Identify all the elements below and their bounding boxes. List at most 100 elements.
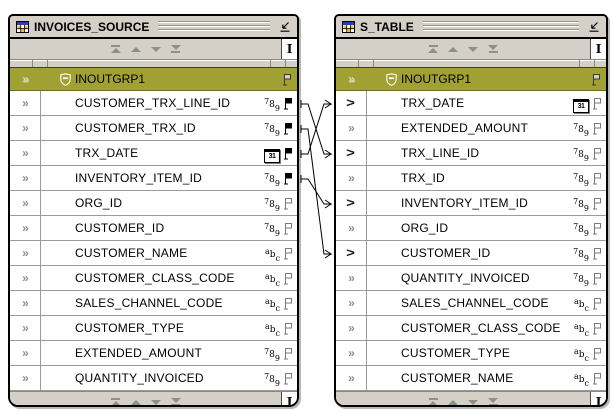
i-beam-cursor-icon: I (286, 42, 293, 56)
move-to-top-button[interactable] (110, 45, 121, 53)
collapse-window-button[interactable] (279, 21, 291, 33)
move-up-button[interactable] (130, 399, 141, 405)
field-row-inventory_item_id[interactable]: > INVENTORY_ITEM_ID 789 (336, 191, 606, 216)
window-titlebar[interactable]: INVOICES_SOURCE (10, 16, 297, 39)
field-row-trx_line_id[interactable]: > TRX_LINE_ID 789 (336, 141, 606, 166)
expand-field-chevron-icon[interactable]: » (336, 216, 367, 240)
expand-field-chevron-icon[interactable]: » (10, 341, 41, 365)
group-row-inoutgrp1[interactable]: » INOUTGRP1 (336, 68, 606, 91)
expand-group-chevron-icon[interactable]: » (348, 72, 355, 86)
expand-field-chevron-icon[interactable]: » (10, 116, 41, 140)
expand-field-chevron-icon[interactable]: » (10, 91, 41, 115)
move-to-top-button[interactable] (110, 398, 121, 405)
reorder-toolbar-top: I (10, 39, 297, 60)
row-height-handle[interactable]: I (281, 39, 297, 59)
unconnected-flag-icon (592, 172, 602, 185)
collapse-window-button[interactable] (588, 21, 600, 33)
mapping-connector-customer_trx_id-to-customer_id[interactable] (300, 125, 333, 259)
move-to-bottom-button[interactable] (170, 398, 181, 405)
expand-field-chevron-icon[interactable]: » (10, 216, 41, 240)
expand-field-chevron-icon[interactable]: > (336, 141, 367, 165)
field-row-trx_date[interactable]: > TRX_DATE 31 (336, 91, 606, 116)
field-row-customer_class_code[interactable]: » CUSTOMER_CLASS_CODE abc (10, 266, 297, 291)
field-row-customer_type[interactable]: » CUSTOMER_TYPE abc (336, 341, 606, 366)
text-type-icon: abc (573, 297, 589, 313)
field-row-quantity_invoiced[interactable]: » QUANTITY_INVOICED 789 (10, 366, 297, 391)
expand-field-chevron-icon[interactable]: » (10, 291, 41, 315)
column-header-strip (336, 60, 606, 68)
field-row-quantity_invoiced[interactable]: » QUANTITY_INVOICED 789 (336, 266, 606, 291)
field-row-inventory_item_id[interactable]: » INVENTORY_ITEM_ID 789 (10, 166, 297, 191)
expand-field-chevron-icon[interactable]: » (336, 341, 367, 365)
field-name: CUSTOMER_ID (401, 246, 491, 260)
expand-field-chevron-icon[interactable]: » (336, 166, 367, 190)
field-row-customer_name[interactable]: » CUSTOMER_NAME abc (336, 366, 606, 391)
move-up-button[interactable] (130, 46, 141, 52)
move-to-bottom-button[interactable] (488, 398, 498, 405)
expand-field-chevron-icon[interactable]: » (336, 116, 367, 140)
expand-field-chevron-icon[interactable]: » (336, 291, 367, 315)
mapping-connector-inventory_item_id-to-inventory_item_id[interactable] (300, 175, 333, 209)
move-down-button[interactable] (150, 46, 161, 52)
row-height-handle[interactable]: I (590, 39, 606, 59)
expand-field-chevron-icon[interactable]: » (336, 366, 367, 390)
move-down-button[interactable] (468, 399, 478, 405)
move-up-button[interactable] (448, 399, 458, 405)
move-to-top-button[interactable] (428, 45, 438, 53)
expand-field-chevron-icon[interactable]: » (10, 191, 41, 215)
table-operator-icon (342, 20, 355, 33)
expand-field-chevron-icon[interactable]: > (336, 241, 367, 265)
field-row-extended_amount[interactable]: » EXTENDED_AMOUNT 789 (336, 116, 606, 141)
field-name: TRX_DATE (75, 146, 139, 160)
expand-field-chevron-icon[interactable]: » (10, 141, 41, 165)
field-row-customer_trx_id[interactable]: » CUSTOMER_TRX_ID 789 (10, 116, 297, 141)
field-row-trx_date[interactable]: » TRX_DATE 31 (10, 141, 297, 166)
mapping-connector-trx_date-to-trx_date[interactable] (300, 99, 333, 158)
field-row-org_id[interactable]: » ORG_ID 789 (336, 216, 606, 241)
move-to-bottom-button[interactable] (170, 45, 181, 53)
expand-group-chevron-icon[interactable]: » (22, 72, 29, 86)
number-type-icon: 789 (573, 147, 589, 163)
field-row-sales_channel_code[interactable]: » SALES_CHANNEL_CODE abc (10, 291, 297, 316)
expand-field-chevron-icon[interactable]: » (10, 316, 41, 340)
move-to-top-button[interactable] (428, 398, 438, 405)
field-row-customer_id[interactable]: > CUSTOMER_ID 789 (336, 241, 606, 266)
text-type-icon: abc (573, 322, 589, 338)
unconnected-flag-icon (283, 197, 293, 210)
field-name: CUSTOMER_TYPE (401, 346, 511, 360)
field-row-sales_channel_code[interactable]: » SALES_CHANNEL_CODE abc (336, 291, 606, 316)
field-row-customer_name[interactable]: » CUSTOMER_NAME abc (10, 241, 297, 266)
window-titlebar[interactable]: S_TABLE (336, 16, 606, 39)
move-up-button[interactable] (448, 46, 458, 52)
field-row-customer_trx_line_id[interactable]: » CUSTOMER_TRX_LINE_ID 789 (10, 91, 297, 116)
i-beam-cursor-icon: I (286, 395, 293, 407)
move-to-bottom-button[interactable] (488, 45, 498, 53)
expand-field-chevron-icon[interactable]: » (10, 166, 41, 190)
expand-field-chevron-icon[interactable]: > (336, 191, 367, 215)
move-down-button[interactable] (468, 46, 478, 52)
expand-field-chevron-icon[interactable]: > (336, 91, 367, 115)
expand-field-chevron-icon[interactable]: » (10, 266, 41, 290)
group-row-inoutgrp1[interactable]: » INOUTGRP1 (10, 68, 297, 91)
expand-field-chevron-icon[interactable]: » (10, 241, 41, 265)
row-height-handle[interactable]: I (590, 392, 606, 405)
row-height-handle[interactable]: I (281, 392, 297, 407)
move-down-button[interactable] (150, 399, 161, 405)
expand-field-chevron-icon[interactable]: » (336, 266, 367, 290)
expand-field-chevron-icon[interactable]: » (336, 316, 367, 340)
mapping-connector-customer_trx_line_id-to-trx_line_id[interactable] (300, 100, 333, 159)
connected-flag-icon (283, 147, 293, 160)
group-name: INOUTGRP1 (75, 72, 146, 86)
field-row-customer_class_code[interactable]: » CUSTOMER_CLASS_CODE abc (336, 316, 606, 341)
operator-window-s-table[interactable]: S_TABLE I » INOUTGRP1 (334, 14, 608, 407)
operator-window-invoices-source[interactable]: INVOICES_SOURCE I » INOUTGRP1 (8, 14, 299, 407)
field-name: QUANTITY_INVOICED (401, 271, 530, 285)
expand-field-chevron-icon[interactable]: » (10, 366, 41, 390)
group-flag-icon (591, 73, 601, 86)
field-row-extended_amount[interactable]: » EXTENDED_AMOUNT 789 (10, 341, 297, 366)
field-row-trx_id[interactable]: » TRX_ID 789 (336, 166, 606, 191)
field-name: ORG_ID (75, 196, 123, 210)
field-row-customer_id[interactable]: » CUSTOMER_ID 789 (10, 216, 297, 241)
field-row-customer_type[interactable]: » CUSTOMER_TYPE abc (10, 316, 297, 341)
field-row-org_id[interactable]: » ORG_ID 789 (10, 191, 297, 216)
